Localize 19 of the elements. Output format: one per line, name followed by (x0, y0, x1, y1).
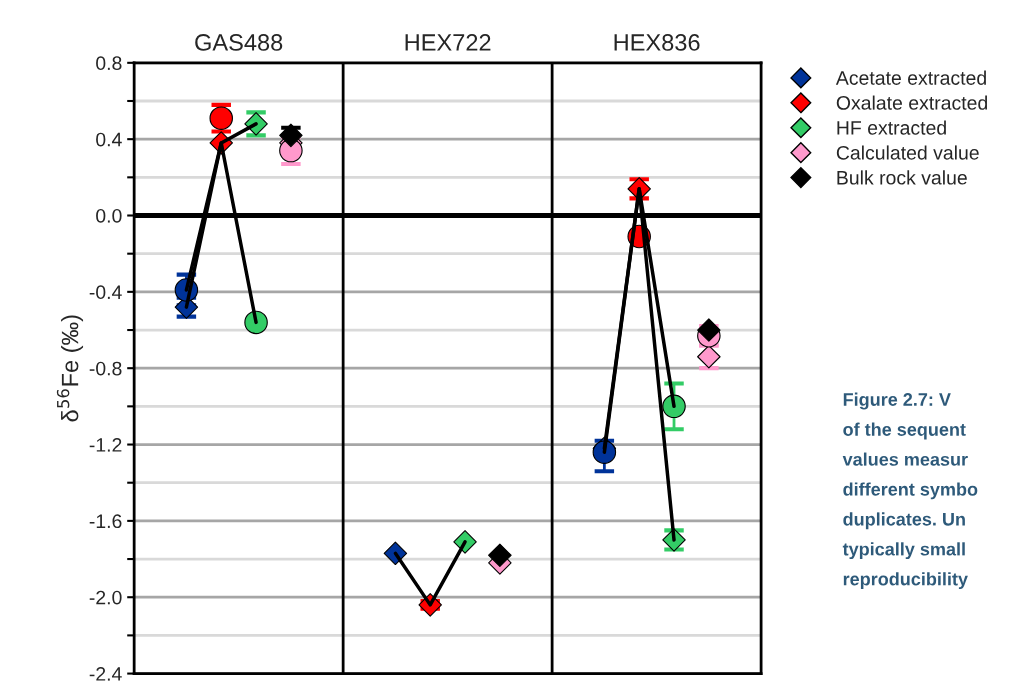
legend-label: Calculated value (836, 145, 979, 160)
y-tick-label: -0.4 (89, 285, 122, 300)
y-tick-label: 0.0 (96, 208, 122, 223)
text: GAS488 (195, 34, 283, 51)
y-tick-label: -1.2 (89, 438, 122, 452)
y-tick-label: -0.8 (89, 361, 122, 376)
text: HEX722 (405, 34, 491, 51)
legend-label: Acetate extracted (835, 70, 986, 85)
legend-label: Bulk rock value (837, 170, 967, 185)
y-tick-label: 0.8 (96, 56, 122, 71)
y-tick-label: -1.6 (89, 514, 122, 529)
y-tick-label: 0.4 (96, 132, 122, 147)
legend-label: HF extracted (837, 120, 946, 135)
caption: Figure 2.7: V of the sequent values measur different symbo duplicates. Un typically small reproducibility (842, 392, 978, 590)
text: HEX836 (614, 34, 700, 51)
y-axis-title: δ$^{56}$Fe (‰) (56, 315, 84, 422)
y-tick-label: -2.4 (89, 667, 122, 681)
legend-label: Oxalate extracted (836, 95, 987, 110)
y-tick-label: -2.0 (89, 590, 122, 605)
